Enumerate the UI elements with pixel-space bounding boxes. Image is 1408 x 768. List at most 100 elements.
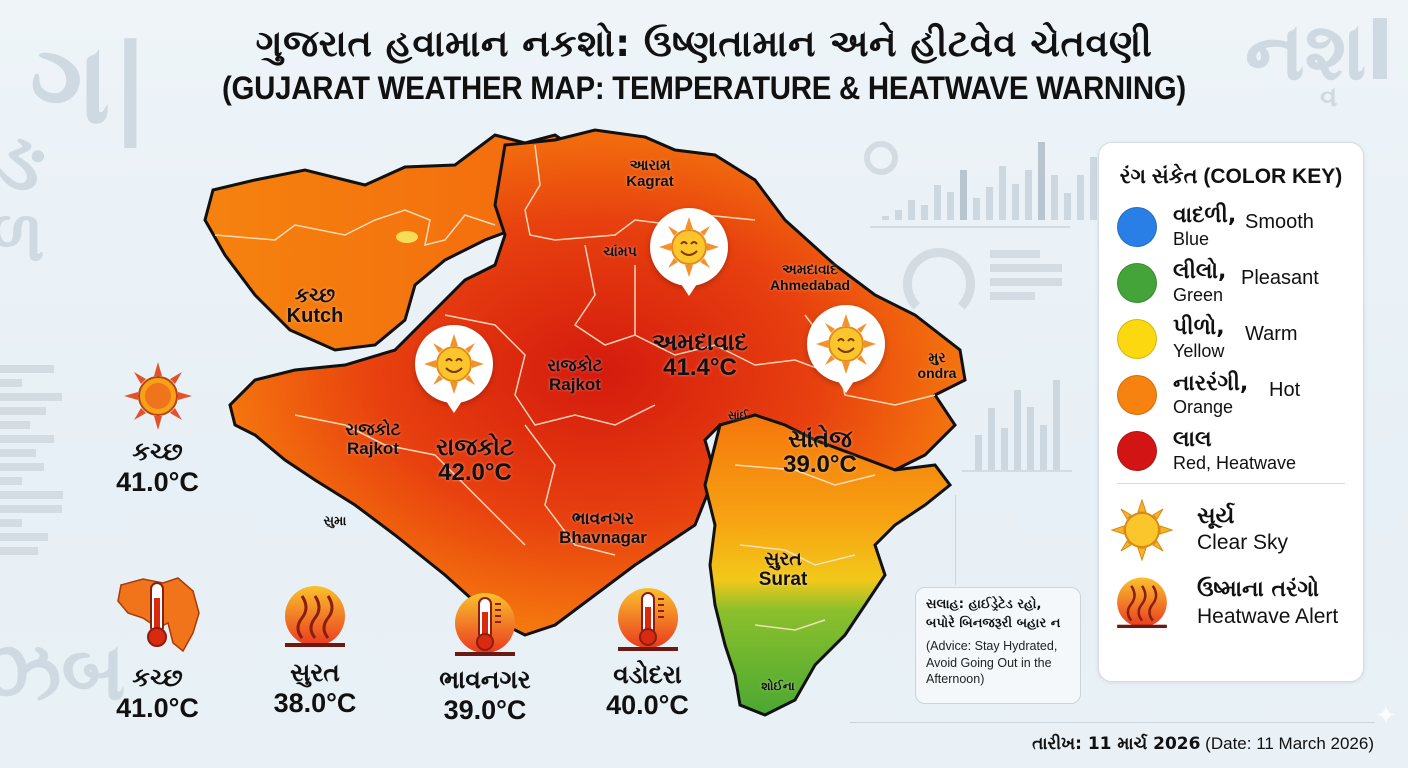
color-swatch-red — [1117, 431, 1157, 471]
thermometer-icon — [455, 593, 515, 656]
sun-icon — [1111, 499, 1173, 561]
advice-box: સલાહ: હાઈડ્રેટેડ રહો, બપોરે બિનજરૂરી બહા… — [915, 587, 1081, 704]
region-label-surat: સુરત Surat — [758, 548, 808, 590]
city-temp: 41.0°C — [116, 467, 199, 497]
heatwave-icon — [285, 586, 345, 647]
legend-item-heatwave: ઉષ્માના તરંગો Heatwave Alert — [1117, 575, 1357, 635]
color-key-legend: રંગ સંકેત (COLOR KEY) વાદળી, Blue Smooth… — [1098, 142, 1364, 682]
advice-english: (Advice: Stay Hydrated, Avoid Going Out … — [926, 638, 1058, 687]
legend-label-gu: વાદળી, — [1173, 203, 1237, 228]
city-card-kutch-map: કચ્છ 41.0°C — [100, 573, 215, 724]
callout-rajkot: રાજકોટ 42.0°C — [436, 433, 514, 487]
legend-divider — [1117, 483, 1345, 484]
bg-axis-line-2 — [962, 470, 1072, 472]
city-temp: 38.0°C — [273, 688, 357, 718]
sun-pin-rajkot[interactable] — [415, 325, 493, 413]
legend-desc: Pleasant — [1241, 267, 1319, 289]
color-swatch-blue — [1117, 207, 1157, 247]
footer-divider — [850, 722, 1375, 723]
legend-desc: Smooth — [1245, 211, 1314, 233]
city-temp: 41.0°C — [116, 693, 199, 723]
legend-label-en: Orange — [1173, 397, 1234, 417]
legend-item-orange: નારરંગી, Orange Hot — [1117, 371, 1357, 421]
sun-pin-santej[interactable] — [807, 305, 885, 393]
legend-icon-label-en: Heatwave Alert — [1197, 605, 1339, 628]
sun-pin-ahmedabad[interactable] — [650, 208, 728, 296]
legend-desc: Hot — [1269, 379, 1301, 401]
region-label-shoina: શોઈના — [761, 679, 795, 693]
advice-gujarati-line2: બપોરે બિનજરૂરી બહાર ન — [926, 615, 1061, 631]
legend-item-green: લીલો, Green Pleasant — [1117, 259, 1357, 309]
city-name: વડોદરા — [613, 660, 682, 689]
gujarat-thermometer-icon — [116, 577, 200, 653]
bg-text-lines-right — [990, 250, 1065, 306]
bg-glyph-nashl: નશl — [1245, 5, 1394, 98]
date-label: તારીખ: 11 માર્ચ 2026 (Date: 11 March 202… — [1000, 734, 1374, 754]
legend-icon-label-gu: ઉષ્માના તરંગો — [1197, 577, 1319, 602]
region-label-kagrat: આરામ Kagrat — [626, 156, 674, 190]
region-label-ahmedabad: અમદાવાદ Ahmedabad — [769, 262, 851, 293]
city-name: કચ્છ — [132, 437, 183, 466]
bg-bar-chart-right — [975, 378, 1060, 470]
bg-glyph-va: વ — [1320, 80, 1338, 113]
city-name: કચ્છ — [132, 663, 183, 692]
legend-item-blue: વાદળી, Blue Smooth — [1117, 203, 1357, 253]
legend-item-red: લાલ Red, Heatwave — [1117, 427, 1357, 477]
legend-label-en: Yellow — [1173, 341, 1225, 361]
sparkle-icon: ✦ — [1375, 700, 1397, 730]
legend-title: રંગ સંકેત (COLOR KEY) — [1119, 165, 1343, 188]
legend-desc: Warm — [1245, 323, 1298, 345]
date-english: (Date: 11 March 2026) — [1205, 734, 1374, 753]
region-label-ondra: મુર ondra — [917, 350, 957, 381]
bg-glyph-la: ળ — [0, 195, 45, 277]
gujarat-map[interactable]: કચ્છ Kutch આરામ Kagrat ચાંમપ અમદાવાદ Ahm… — [195, 125, 985, 735]
city-card-kutch-sun: કચ્છ 41.0°C — [100, 360, 215, 498]
city-card-surat: સુરત 38.0°C — [255, 583, 375, 719]
legend-item-yellow: પીળો, Yellow Warm — [1117, 315, 1357, 365]
sun-smile-icon — [659, 217, 719, 277]
bg-axis-line — [870, 226, 1070, 228]
thermometer-icon — [617, 588, 678, 651]
legend-label-gu: લાલ — [1173, 427, 1212, 452]
region-label-sai: સાંઈ — [727, 409, 749, 422]
color-swatch-yellow — [1117, 319, 1157, 359]
legend-icon-label-en: Clear Sky — [1197, 531, 1289, 554]
advice-connector-line — [955, 495, 956, 585]
callout-santej: સાંતેજ 39.0°C — [783, 425, 857, 479]
city-temp: 39.0°C — [443, 695, 527, 725]
region-label-suma: સુમા — [323, 514, 347, 529]
sun-smile-icon — [816, 314, 876, 374]
legend-label-en: Green — [1173, 285, 1224, 305]
gujarat-heat-map-shape — [203, 128, 967, 717]
sun-icon — [123, 362, 192, 430]
bg-glyph-ga: ગ| — [30, 20, 151, 148]
legend-label-en: Red, Heatwave — [1173, 453, 1297, 473]
city-temp: 40.0°C — [606, 690, 689, 720]
region-label-champ: ચાંમપ — [603, 244, 637, 260]
city-name: સુરત — [290, 658, 340, 687]
color-swatch-green — [1117, 263, 1157, 303]
bg-text-lines-left — [0, 365, 65, 561]
legend-label-gu: લીલો, — [1173, 259, 1227, 284]
bg-glyph-ja: ઙ — [0, 115, 47, 208]
legend-label-en: Blue — [1173, 229, 1210, 249]
legend-label-gu: પીળો, — [1173, 315, 1225, 340]
legend-label-gu: નારરંગી, — [1173, 371, 1249, 396]
advice-gujarati-line1: સલાહ: હાઈડ્રેટેડ રહો, — [926, 597, 1042, 612]
heatwave-icon — [1117, 577, 1167, 629]
bg-gauge-icon — [903, 248, 975, 320]
callout-ahmedabad: અમદાવાદ 41.4°C — [652, 328, 748, 382]
region-label-rajkot-west: રાજકોટ Rajkot — [345, 420, 401, 458]
city-card-vadodara: વડોદરા 40.0°C — [585, 585, 710, 721]
region-label-bhavnagar: ભાવનગર Bhavnagar — [559, 509, 647, 547]
title-english: (GUJARAT WEATHER MAP: TEMPERATURE & HEAT… — [222, 70, 1186, 106]
city-name: ભાવનગર — [439, 665, 531, 694]
region-label-kutch: કચ્છ Kutch — [286, 283, 344, 327]
sun-smile-icon — [424, 334, 484, 394]
bg-glyph-jhab: ઝબ — [0, 625, 126, 718]
title-gujarati: ગુજરાત હવામાન નકશો: ઉષ્ણતામાન અને હીટવેવ… — [255, 22, 1153, 65]
region-label-rajkot-north: રાજકોટ Rajkot — [547, 356, 603, 394]
city-card-bhavnagar: ભાવનગર 39.0°C — [420, 590, 550, 726]
color-swatch-orange — [1117, 375, 1157, 415]
date-gujarati: તારીખ: 11 માર્ચ 2026 — [1032, 734, 1201, 754]
